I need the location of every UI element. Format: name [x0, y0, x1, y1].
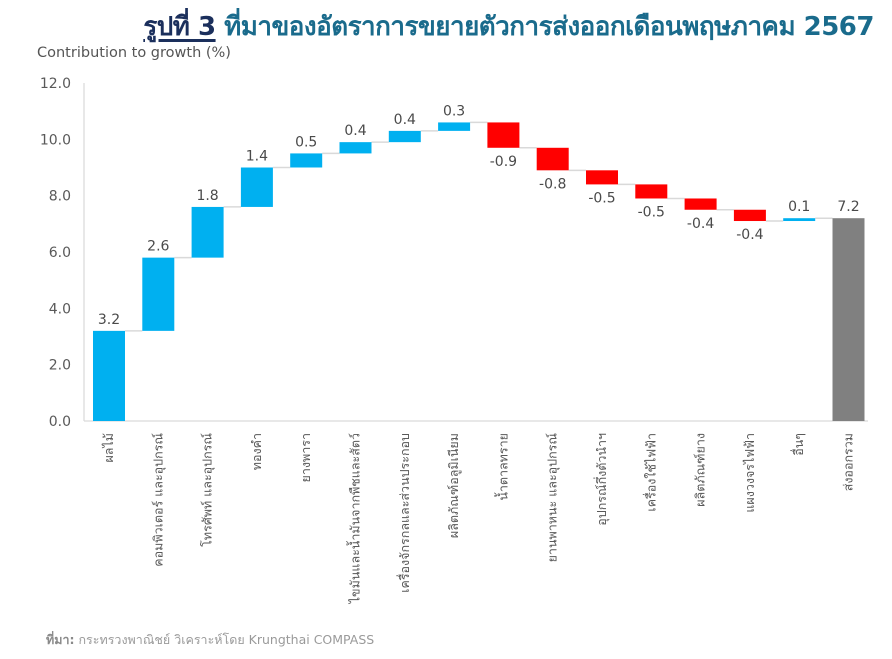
category-label: อื่นๆ — [790, 433, 806, 456]
bar — [487, 122, 520, 148]
data-label: 0.4 — [394, 112, 416, 128]
category-label: เครื่องจักรกลและส่วนประกอบ — [396, 433, 412, 593]
bar — [142, 257, 175, 331]
category-label: ผลิตภัณฑ์ยาง — [693, 433, 708, 507]
y-axis-title: Contribution to growth (%) — [37, 45, 231, 61]
data-label: 7.2 — [837, 199, 859, 215]
category-label: แผงวงจรไฟฟ้า — [742, 433, 757, 513]
data-label: -0.4 — [687, 216, 714, 232]
data-labels: 3.2 2.6 1.8 1.4 0.5 0.4 0.4 0.3 -0.9 -0.8 -0.5 -0.5… — [98, 103, 860, 327]
data-label: 0.1 — [788, 199, 810, 215]
y-axis-ticks: 0.0 2.0 4.0 6.0 8.0 10.0 12.0 — [40, 76, 71, 430]
title-text: ที่มาของอัตราการขยายตัวการส่งออกเดือนพฤษ… — [224, 12, 874, 42]
source-note: ที่มา: กระทรวงพาณิชย์ วิเคราะห์โดย Krung… — [46, 630, 374, 650]
bar — [339, 142, 372, 154]
data-label: 2.6 — [147, 239, 169, 255]
y-tick-label: 6.0 — [49, 245, 71, 261]
source-label: ที่มา: — [46, 632, 75, 647]
y-tick-label: 4.0 — [49, 301, 71, 317]
bar — [191, 206, 224, 258]
bar — [586, 170, 618, 185]
category-label: โทรศัพท์ และอุปกรณ์ — [200, 433, 216, 547]
data-label: 3.2 — [98, 312, 120, 328]
data-label: -0.8 — [539, 176, 566, 192]
category-labels: ผลไม้ คอมพิวเตอร์ และอุปกรณ์ โทรศัพท์ และอ… — [101, 433, 856, 605]
bar — [240, 167, 273, 207]
bar — [635, 184, 668, 199]
y-tick-label: 0.0 — [49, 414, 71, 430]
y-tick-label: 10.0 — [40, 132, 71, 148]
category-label: ยานพาหนะ และอุปกรณ์ — [545, 433, 561, 563]
category-label: ทองคำ — [249, 433, 264, 470]
connectors — [125, 121, 833, 332]
bar — [438, 122, 471, 131]
source-text: กระทรวงพาณิชย์ วิเคราะห์โดย Krungthai CO… — [78, 632, 375, 647]
category-label: เครื่องใช้ไฟฟ้า — [642, 433, 658, 512]
category-label: ไขมันและน้ำมันจากพืชและสัตว์ — [346, 433, 363, 604]
chart-title: รูปที่ 3 ที่มาของอัตราการขยายตัวการส่งออ… — [143, 6, 874, 42]
waterfall-chart: 0.0 2.0 4.0 6.0 8.0 10.0 12.0 3.2 2.6 1.8 1.4 0.5 0… — [40, 76, 868, 605]
category-label: ผลิตภัณฑ์อลูมิเนียม — [446, 433, 462, 538]
data-label: -0.9 — [490, 154, 517, 170]
bar — [93, 330, 125, 421]
y-tick-label: 12.0 — [40, 76, 71, 92]
category-label: น้ำตาลทราย — [493, 433, 510, 501]
y-tick-label: 8.0 — [49, 189, 71, 205]
bar — [783, 218, 816, 222]
data-label: -0.5 — [588, 190, 615, 206]
y-tick-label: 2.0 — [49, 358, 71, 374]
bars — [93, 122, 865, 421]
category-label: ผลไม้ — [101, 433, 116, 463]
category-label: ยางพารา — [298, 433, 313, 482]
category-label: ส่งออกรวม — [841, 433, 856, 491]
bar — [536, 147, 569, 171]
bar — [290, 153, 323, 168]
data-label: -0.5 — [638, 204, 665, 220]
bar — [832, 218, 865, 421]
bar — [684, 198, 717, 210]
category-label: คอมพิวเตอร์ และอุปกรณ์ — [150, 433, 166, 567]
bar — [733, 209, 766, 222]
data-label: 0.5 — [295, 134, 317, 150]
category-label: อุปกรณ์กึ่งตัวนำฯ — [593, 433, 610, 526]
data-label: -0.4 — [736, 227, 763, 243]
data-label: 1.8 — [196, 188, 218, 204]
bar — [388, 130, 421, 143]
data-label: 0.3 — [443, 103, 465, 119]
data-label: 1.4 — [246, 149, 268, 165]
data-label: 0.4 — [344, 123, 366, 139]
figure-label: รูปที่ 3 — [143, 12, 216, 42]
